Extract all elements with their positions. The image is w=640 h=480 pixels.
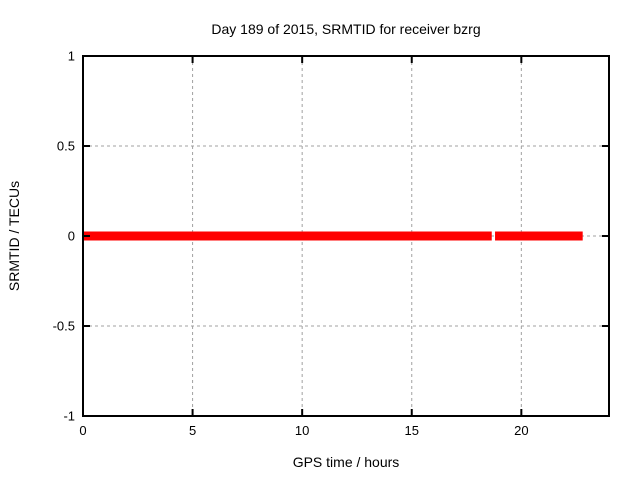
chart-title: Day 189 of 2015, SRMTID for receiver bzr… xyxy=(211,21,481,37)
x-tick-label-15: 15 xyxy=(405,423,419,438)
y-tick-label-1: 1 xyxy=(68,49,75,64)
tick-layer xyxy=(82,55,609,417)
y-tick-label-0: 0 xyxy=(68,229,75,244)
x-tick-label-20: 20 xyxy=(514,423,528,438)
y-tick-label-0.5: 0.5 xyxy=(57,139,75,154)
y-tick-label--0.5: -0.5 xyxy=(53,319,75,334)
y-axis-label: SRMTID / TECUs xyxy=(6,180,22,292)
x-tick-label-0: 0 xyxy=(79,423,86,438)
y-tick-label--1: -1 xyxy=(63,409,75,424)
tick-label-layer: 0 5 10 15 20 1 0.5 0 -0.5 -1 xyxy=(53,49,529,439)
x-axis-label: GPS time / hours xyxy=(292,454,400,470)
x-tick-label-10: 10 xyxy=(295,423,309,438)
x-tick-label-5: 5 xyxy=(189,423,196,438)
